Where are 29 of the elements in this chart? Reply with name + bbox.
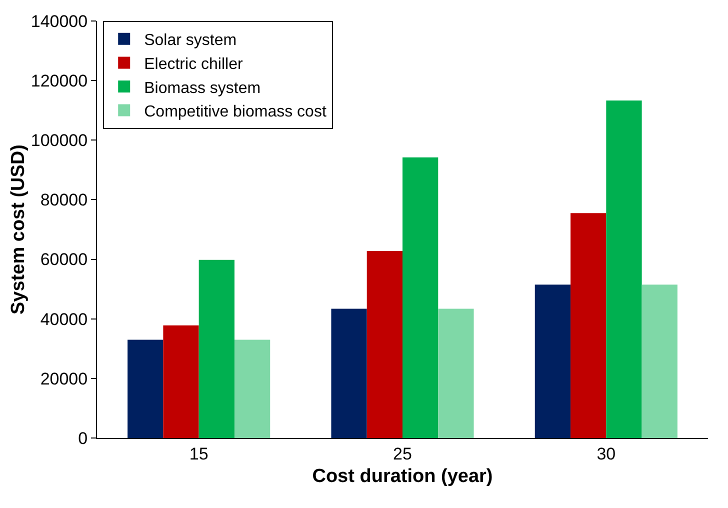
bar <box>128 340 164 438</box>
y-tick-label: 140000 <box>30 12 88 31</box>
x-axis-title: Cost duration (year) <box>312 466 493 488</box>
bar <box>234 340 270 438</box>
bar <box>163 325 199 438</box>
y-tick-label: 120000 <box>30 72 88 91</box>
y-tick-label: 0 <box>78 428 88 448</box>
x-tick-label: 25 <box>393 444 412 464</box>
legend-label: Biomass system <box>144 80 261 97</box>
y-tick-label: 20000 <box>40 369 88 388</box>
legend-label: Competitive biomass cost <box>144 104 327 121</box>
x-tick-label: 15 <box>189 444 208 464</box>
y-tick-label: 60000 <box>40 250 88 270</box>
bar <box>606 100 642 438</box>
y-axis-title: System cost (USD) <box>8 144 29 314</box>
y-tick-label: 80000 <box>40 190 88 210</box>
bar <box>331 308 367 438</box>
bar <box>438 308 474 438</box>
bar <box>570 213 606 438</box>
bar <box>198 260 234 438</box>
legend-label: Electric chiller <box>144 56 244 73</box>
bar <box>534 284 571 438</box>
bar <box>642 284 678 438</box>
y-tick-label: 40000 <box>40 310 88 329</box>
bar <box>402 157 438 438</box>
bar <box>366 250 402 438</box>
legend-label: Solar system <box>144 32 237 50</box>
x-tick-label: 30 <box>596 444 616 464</box>
y-tick-label: 100000 <box>30 131 88 150</box>
